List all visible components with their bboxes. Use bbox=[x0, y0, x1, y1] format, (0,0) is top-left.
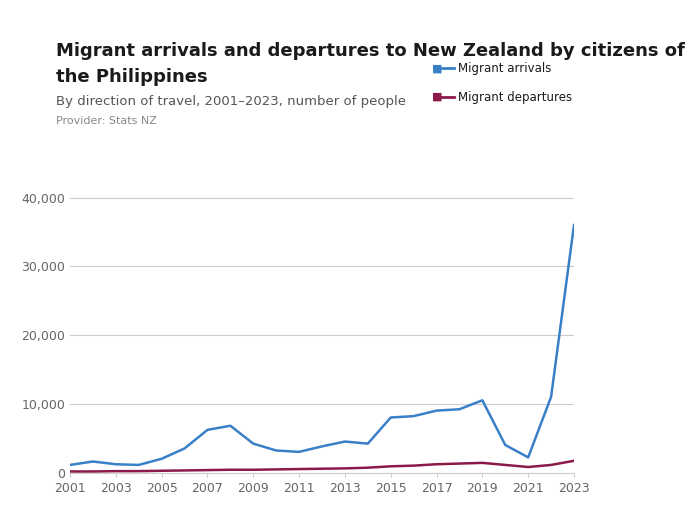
Text: By direction of travel, 2001–2023, number of people: By direction of travel, 2001–2023, numbe… bbox=[56, 94, 406, 108]
Text: Migrant arrivals: Migrant arrivals bbox=[458, 62, 552, 75]
Text: figure.nz: figure.nz bbox=[592, 30, 668, 44]
Text: Migrant departures: Migrant departures bbox=[458, 91, 573, 103]
Text: Provider: Stats NZ: Provider: Stats NZ bbox=[56, 116, 157, 125]
Text: Migrant arrivals and departures to New Zealand by citizens of: Migrant arrivals and departures to New Z… bbox=[56, 42, 685, 60]
Text: ■: ■ bbox=[433, 92, 442, 102]
Text: ■: ■ bbox=[433, 63, 442, 74]
Text: the Philippines: the Philippines bbox=[56, 68, 208, 86]
